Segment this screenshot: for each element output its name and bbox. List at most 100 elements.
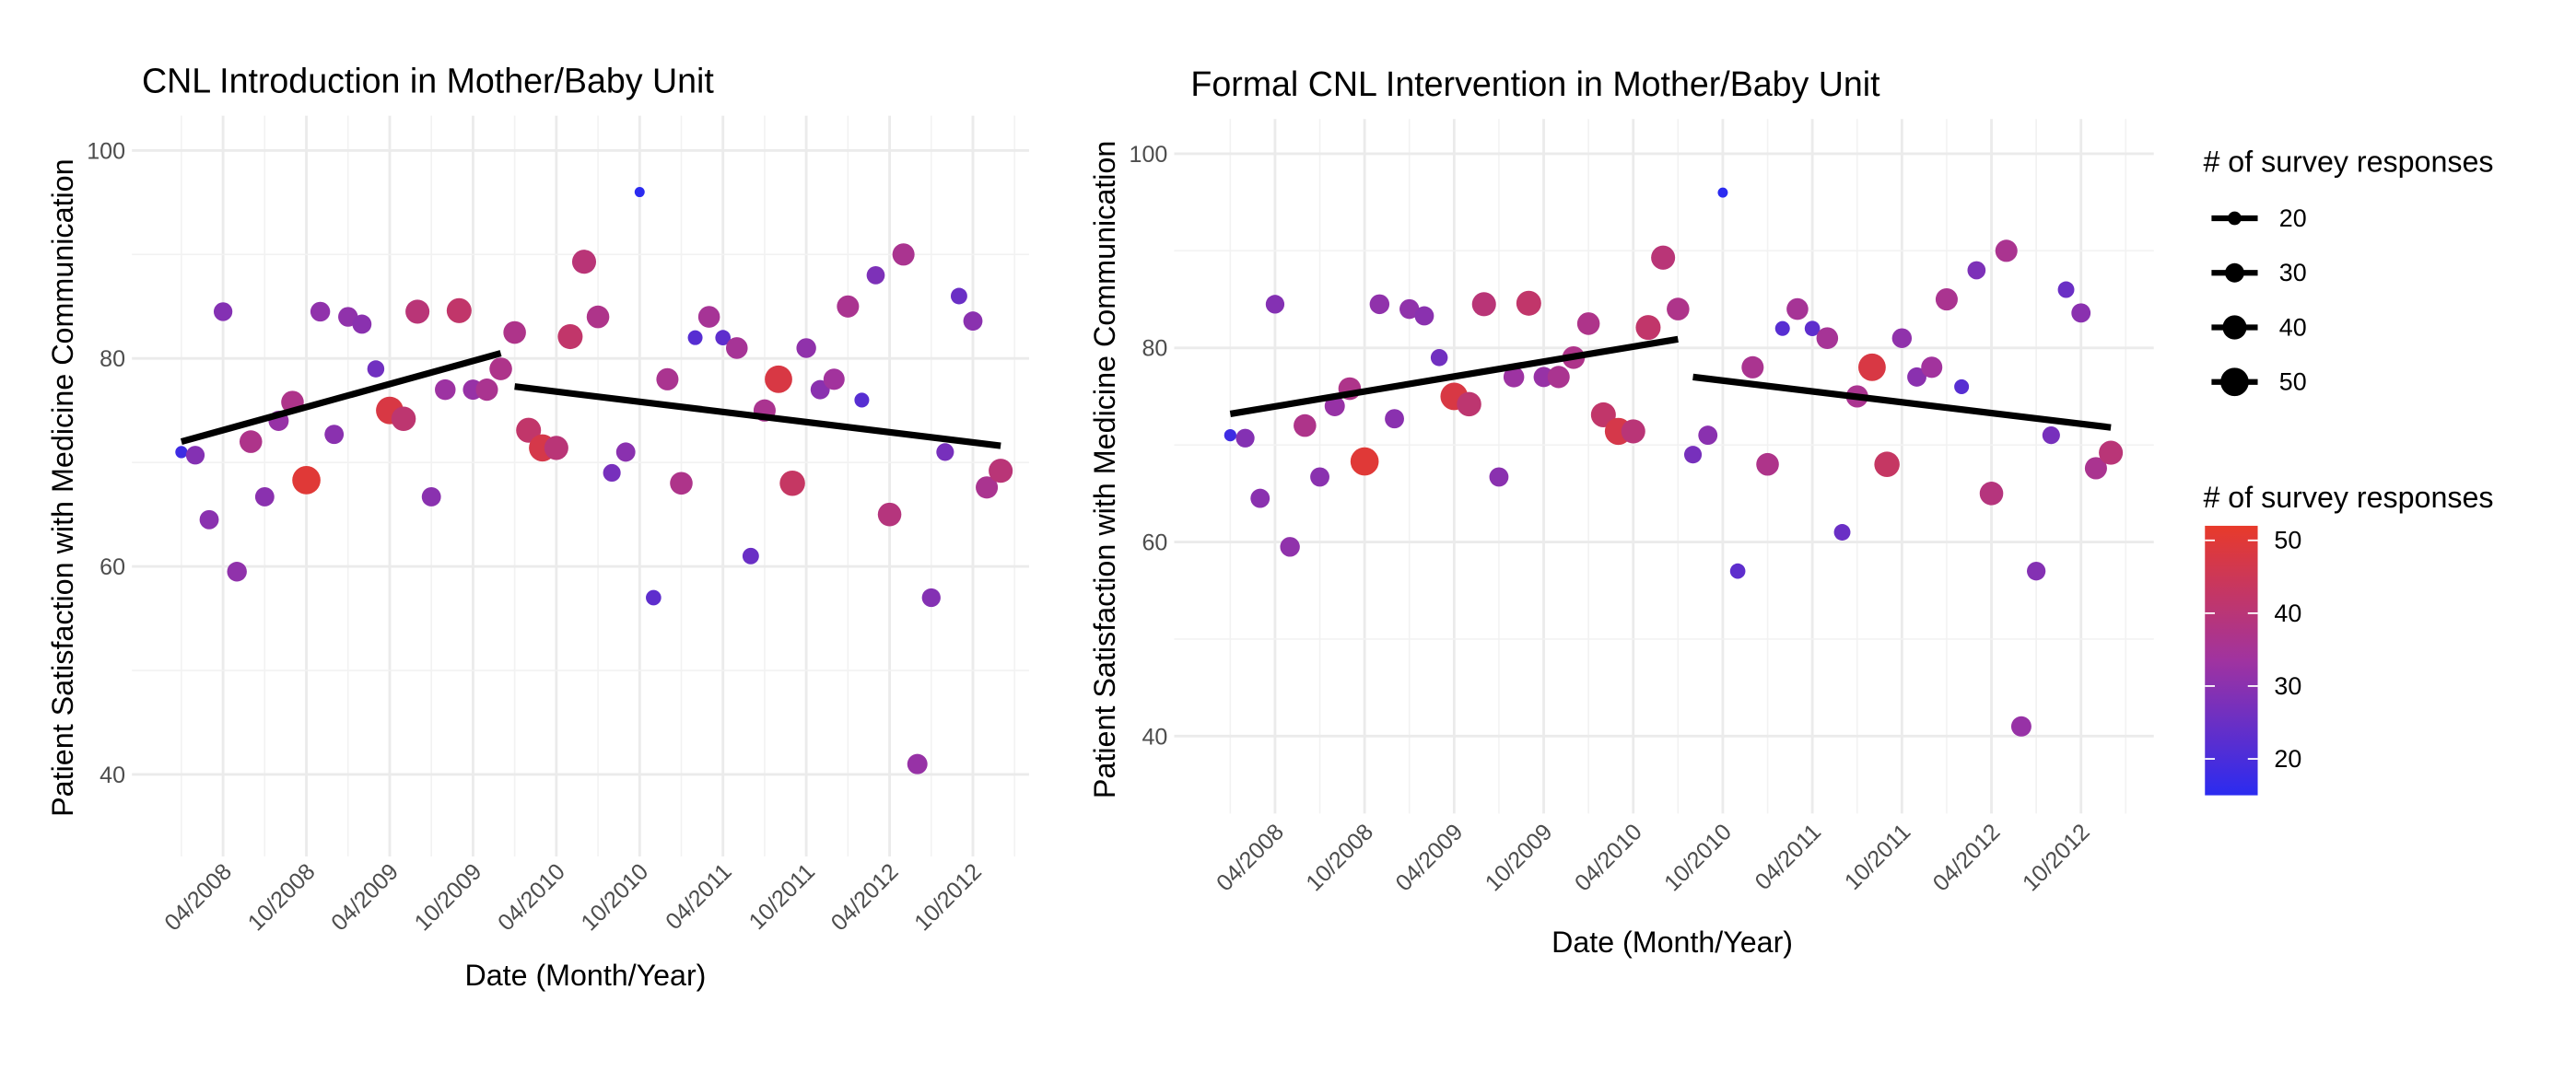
data-point [907, 753, 928, 774]
data-point [175, 446, 188, 459]
right-y-axis-title: Patient Satisfaction with Medicine Commu… [1088, 141, 1121, 798]
y-tick-label: 80 [1142, 336, 1167, 362]
x-tick-label: 04/2009 [326, 858, 404, 936]
data-point [1621, 419, 1645, 444]
data-point [1756, 452, 1779, 476]
data-point [1489, 467, 1509, 487]
x-tick-label: 10/2012 [2018, 819, 2095, 896]
left-points [175, 187, 1013, 774]
data-point [1265, 295, 1285, 314]
data-point [1921, 356, 1943, 378]
data-point [1224, 428, 1236, 442]
data-point [1399, 298, 1420, 320]
data-point [2042, 426, 2060, 445]
data-point [1503, 367, 1525, 388]
data-point [1350, 447, 1379, 476]
left-x-axis-title: Date (Month/Year) [464, 959, 706, 992]
data-point [2026, 561, 2046, 581]
trend-line [180, 350, 502, 446]
size-legend-key-circle [2228, 211, 2242, 226]
data-point [1635, 315, 1661, 341]
size-legend-key-circle [2222, 315, 2247, 340]
left-trend-lines [180, 350, 1001, 449]
data-point [1858, 353, 1886, 381]
x-tick-label: 04/2010 [1570, 819, 1647, 896]
data-point [921, 588, 941, 608]
data-point [989, 459, 1013, 483]
y-tick-label: 80 [100, 346, 125, 372]
size-legend-label: 20 [2279, 204, 2307, 232]
left-panel: CNL Introduction in Mother/Baby Unit 40 6… [46, 61, 1029, 992]
left-x-ticks: 04/2008 10/2008 04/2009 10/2009 04/2010 10/20… [159, 858, 987, 936]
data-point [1774, 320, 1790, 336]
data-point [1516, 290, 1541, 316]
data-point [324, 425, 345, 445]
left-chart-title: CNL Introduction in Mother/Baby Unit [142, 61, 714, 99]
left-y-axis-title: Patient Satisfaction with Medicine Commu… [46, 158, 79, 816]
y-tick-label: 100 [87, 138, 125, 164]
data-point [2010, 716, 2032, 737]
color-legend-title: # of survey responses [2203, 481, 2493, 514]
data-point [213, 302, 233, 321]
right-chart-title: Formal CNL Intervention in Mother/Baby U… [1190, 64, 1880, 103]
x-tick-label: 10/2009 [1481, 819, 1558, 896]
x-tick-label: 10/2008 [243, 858, 321, 936]
size-legend: 20 30 40 50 [2211, 204, 2307, 397]
right-points [1224, 187, 2124, 737]
x-tick-label: 10/2008 [1301, 819, 1378, 896]
x-tick-label: 04/2010 [493, 858, 570, 936]
data-point [670, 472, 693, 495]
data-point [810, 379, 830, 400]
data-point [1717, 187, 1728, 198]
data-point [1471, 292, 1496, 317]
data-point [2071, 303, 2091, 323]
data-point [1683, 446, 1703, 464]
data-point [1874, 451, 1900, 478]
size-legend-key-circle [2220, 367, 2249, 397]
data-point [1833, 524, 1851, 541]
y-tick-label: 100 [1130, 142, 1168, 168]
data-point [1698, 425, 1718, 446]
size-legend-label: 40 [2279, 313, 2307, 341]
data-point [725, 337, 748, 359]
data-point [1786, 297, 1809, 320]
data-point [557, 323, 583, 350]
data-point [892, 243, 915, 266]
data-point [1414, 306, 1434, 326]
data-point [1995, 239, 2018, 262]
right-x-ticks: 04/2008 10/2008 04/2009 10/2009 04/2010 10/20… [1212, 819, 2095, 896]
data-point [656, 367, 679, 390]
data-point [697, 306, 720, 328]
data-point [1533, 367, 1554, 388]
data-point [634, 187, 645, 198]
data-point [1294, 413, 1317, 437]
data-point [950, 287, 967, 305]
data-point [1280, 537, 1300, 557]
data-point [1235, 428, 1255, 448]
data-point [603, 463, 621, 483]
x-tick-label: 04/2008 [1212, 819, 1289, 896]
data-point [1891, 328, 1913, 348]
x-tick-label: 10/2011 [1840, 819, 1915, 895]
data-point [866, 266, 885, 285]
color-legend-ticks: 20 30 40 50 [2205, 527, 2301, 773]
data-point [1667, 297, 1690, 320]
right-grid [1174, 119, 2154, 814]
data-point [2057, 281, 2075, 298]
data-point [715, 330, 732, 346]
data-point [615, 442, 636, 462]
data-point [1576, 312, 1600, 335]
data-point [1967, 261, 1986, 280]
left-grid [132, 115, 1029, 857]
right-trend-lines [1229, 335, 2112, 431]
data-point [516, 417, 542, 443]
legend: # of survey responses 20 30 40 50 # of surv… [2203, 146, 2493, 796]
color-bar [2205, 525, 2258, 796]
data-point [421, 486, 441, 507]
data-point [1804, 320, 1821, 337]
data-point [936, 443, 954, 461]
right-x-axis-title: Date (Month/Year) [1551, 926, 1793, 959]
x-tick-label: 04/2009 [1391, 819, 1469, 896]
x-tick-label: 10/2011 [744, 858, 820, 935]
